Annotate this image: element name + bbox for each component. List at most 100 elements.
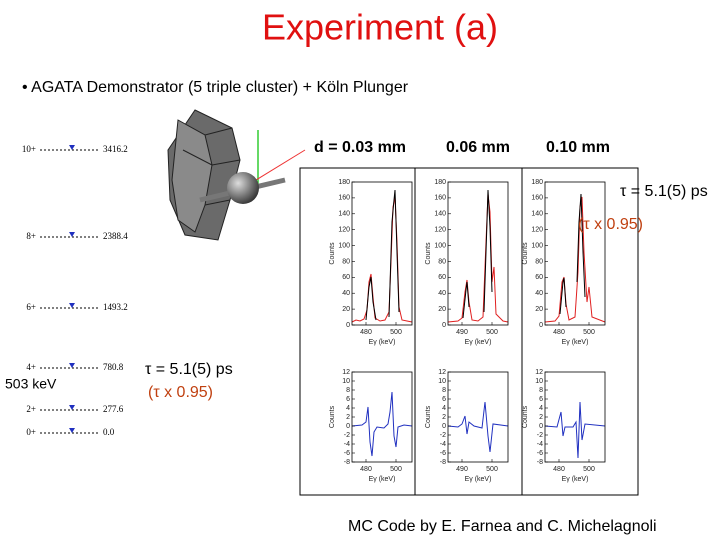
y-tick-label: 100 [531, 242, 543, 249]
bullet-text: • AGATA Demonstrator (5 triple cluster) … [22, 79, 409, 96]
plot-frame [447, 371, 509, 463]
spectrum-curves [544, 401, 606, 459]
x-axis-label: Eγ (keV) [562, 339, 589, 346]
y-tick-label: 12 [438, 369, 446, 376]
lifetime-annotation: τ = 5.1(5) ps [620, 183, 708, 200]
y-tick-label: 40 [342, 290, 350, 297]
y-tick-label: 20 [438, 306, 446, 313]
level-spin: 10+ [22, 144, 36, 154]
spectrum-curves [351, 391, 413, 457]
y-tick-label: -8 [344, 459, 350, 466]
title: Experiment (a) [262, 7, 498, 48]
level-spin: 6+ [26, 302, 36, 312]
transition-arrow [69, 405, 75, 410]
plot-frame [351, 181, 413, 326]
y-axis-label: Counts [425, 242, 432, 265]
plot-frame [544, 181, 606, 326]
y-tick-label: 0 [442, 322, 446, 329]
spectrum-curves [544, 193, 606, 323]
x-tick-label: 480 [360, 329, 372, 336]
y-tick-label: 180 [531, 179, 543, 186]
level-energy: 3416.2 [103, 144, 128, 154]
y-tick-label: 0 [442, 423, 446, 430]
level-spin: 2+ [26, 404, 36, 414]
y-tick-label: 0 [539, 322, 543, 329]
y-tick-label: 120 [338, 227, 350, 234]
y-tick-label: 10 [535, 378, 543, 385]
y-tick-label: -4 [344, 441, 350, 448]
transition-label: 503 keV [5, 376, 57, 392]
x-axis-label: Eγ (keV) [562, 476, 589, 483]
level-energy: 1493.2 [103, 302, 128, 312]
y-axis-label: Counts [329, 242, 336, 265]
level-energy: 277.6 [103, 404, 124, 414]
x-tick-label: 500 [390, 466, 402, 473]
lifetime-annotation: (τ x 0.95) [578, 216, 643, 233]
y-tick-label: 140 [338, 211, 350, 218]
y-tick-label: 0 [539, 423, 543, 430]
level-spin: 0+ [26, 427, 36, 437]
y-tick-label: 10 [342, 378, 350, 385]
y-axis-label: Counts [329, 405, 336, 428]
panel-label: 0.06 mm [446, 139, 510, 156]
transition-arrow [69, 232, 75, 237]
plot-frame [351, 371, 413, 463]
x-tick-label: 480 [553, 466, 565, 473]
y-tick-label: 60 [438, 274, 446, 281]
y-tick-label: 80 [438, 258, 446, 265]
y-tick-label: -6 [344, 450, 350, 457]
y-axis-label: Counts [522, 242, 529, 265]
y-tick-label: 60 [535, 274, 543, 281]
y-tick-label: 10 [438, 378, 446, 385]
panel-label: d = 0.03 mm [314, 139, 406, 156]
y-tick-label: 4 [442, 405, 446, 412]
x-tick-label: 500 [486, 466, 498, 473]
lifetime-annotation: τ = 5.1(5) ps [145, 361, 233, 378]
y-tick-label: 80 [342, 258, 350, 265]
x-axis-label: Eγ (keV) [369, 339, 396, 346]
y-tick-label: 160 [434, 195, 446, 202]
transition-arrow [69, 363, 75, 368]
y-tick-label: 180 [434, 179, 446, 186]
x-tick-label: 500 [583, 466, 595, 473]
y-tick-label: 80 [535, 258, 543, 265]
y-tick-label: 0 [346, 423, 350, 430]
y-tick-label: 100 [434, 242, 446, 249]
lifetime-annotation: (τ x 0.95) [148, 384, 213, 401]
x-tick-label: 480 [360, 466, 372, 473]
y-tick-label: 40 [535, 290, 543, 297]
y-tick-label: -4 [440, 441, 446, 448]
y-tick-label: 120 [531, 227, 543, 234]
y-tick-label: 4 [346, 405, 350, 412]
y-tick-label: 140 [434, 211, 446, 218]
x-tick-label: 490 [456, 466, 468, 473]
spectrum-curves [447, 189, 509, 323]
y-tick-label: 12 [535, 369, 543, 376]
spectra-frame [299, 167, 639, 496]
y-tick-label: 180 [338, 179, 350, 186]
y-tick-label: 120 [434, 227, 446, 234]
y-tick-label: 60 [342, 274, 350, 281]
panel-label: 0.10 mm [546, 139, 610, 156]
transition-arrow [69, 145, 75, 150]
level-energy: 0.0 [103, 427, 115, 437]
x-tick-label: 500 [390, 329, 402, 336]
y-tick-label: 8 [539, 387, 543, 394]
x-tick-label: 500 [486, 329, 498, 336]
plot-frame [544, 371, 606, 463]
y-tick-label: -6 [440, 450, 446, 457]
y-tick-label: 160 [338, 195, 350, 202]
y-tick-label: 2 [346, 414, 350, 421]
plot-frame [447, 181, 509, 326]
x-axis-label: Eγ (keV) [465, 476, 492, 483]
y-axis-label: Counts [425, 405, 432, 428]
y-tick-label: 2 [539, 414, 543, 421]
y-tick-label: 20 [535, 306, 543, 313]
y-tick-label: -8 [537, 459, 543, 466]
y-tick-label: 40 [438, 290, 446, 297]
y-tick-label: 20 [342, 306, 350, 313]
y-tick-label: 6 [346, 396, 350, 403]
transition-arrow [69, 303, 75, 308]
level-energy: 780.8 [103, 362, 124, 372]
